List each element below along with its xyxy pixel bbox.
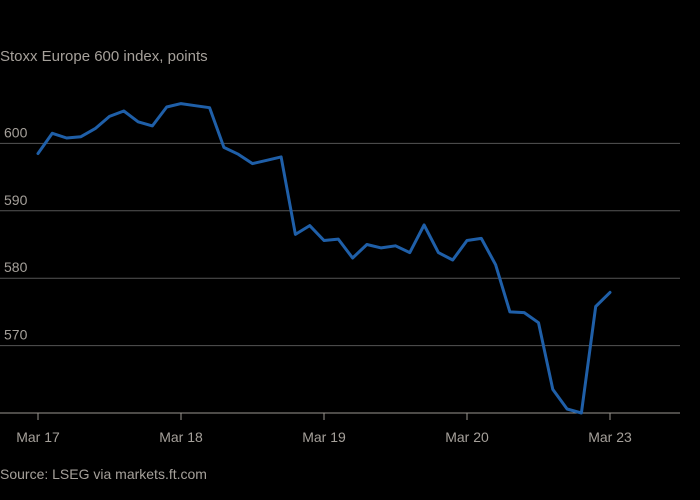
- data-point-21: [337, 237, 340, 241]
- data-point-11: [194, 104, 197, 107]
- data-point-38: [580, 411, 583, 415]
- x-tick-label-mar-18: Mar 18: [159, 429, 203, 445]
- series-line-stoxx-europe-600: [36, 102, 612, 415]
- data-point-9: [165, 105, 168, 109]
- data-point-26: [408, 251, 411, 254]
- data-point-29: [451, 258, 454, 262]
- data-point-19: [308, 224, 311, 227]
- data-point-17: [279, 155, 283, 159]
- data-point-4: [94, 127, 97, 130]
- data-point-25: [394, 244, 397, 247]
- data-point-8: [151, 124, 154, 128]
- data-point-7: [136, 120, 140, 124]
- data-point-28: [437, 251, 440, 254]
- data-point-22: [351, 256, 354, 260]
- data-point-15: [251, 162, 254, 165]
- data-point-32: [494, 263, 497, 266]
- x-tick-label-mar-20: Mar 20: [445, 429, 489, 445]
- y-tick-label-570: 570: [4, 327, 28, 343]
- data-point-13: [222, 146, 226, 149]
- data-point-37: [565, 407, 569, 411]
- chart-source: Source: LSEG via markets.ft.com: [0, 466, 207, 482]
- data-point-10: [179, 102, 183, 105]
- gridlines: [0, 142, 680, 347]
- data-point-16: [265, 159, 268, 162]
- data-point-27: [422, 223, 426, 227]
- data-point-23: [365, 243, 369, 246]
- data-point-40: [608, 291, 612, 294]
- chart-title: Stoxx Europe 600 index, points: [0, 48, 208, 65]
- data-point-34: [523, 311, 526, 314]
- data-point-24: [380, 246, 383, 250]
- data-point-3: [79, 135, 83, 138]
- x-tick-label-mar-19: Mar 19: [302, 429, 346, 445]
- x-tick-label-mar-23: Mar 23: [588, 429, 632, 445]
- data-point-20: [322, 239, 326, 242]
- data-point-12: [208, 106, 211, 109]
- y-tick-label-580: 580: [4, 259, 28, 275]
- data-point-6: [122, 109, 126, 113]
- data-point-35: [537, 321, 540, 324]
- y-tick-label-590: 590: [4, 192, 28, 208]
- data-point-30: [465, 239, 469, 242]
- series-layer: [36, 102, 612, 415]
- data-point-1: [51, 132, 54, 135]
- data-point-33: [508, 310, 512, 314]
- data-point-31: [480, 237, 483, 240]
- data-point-18: [294, 233, 297, 236]
- y-tick-label-600: 600: [4, 124, 28, 140]
- data-point-2: [65, 136, 68, 140]
- data-point-36: [551, 388, 554, 391]
- y-axis: 570 580 590 600: [4, 124, 28, 342]
- data-point-0: [36, 152, 40, 155]
- data-point-5: [108, 115, 111, 118]
- x-axis: Mar 17 Mar 18 Mar 19 Mar 20 Mar 23: [0, 412, 680, 445]
- data-point-14: [237, 153, 240, 156]
- x-tick-label-mar-17: Mar 17: [16, 429, 60, 445]
- data-point-39: [594, 305, 597, 308]
